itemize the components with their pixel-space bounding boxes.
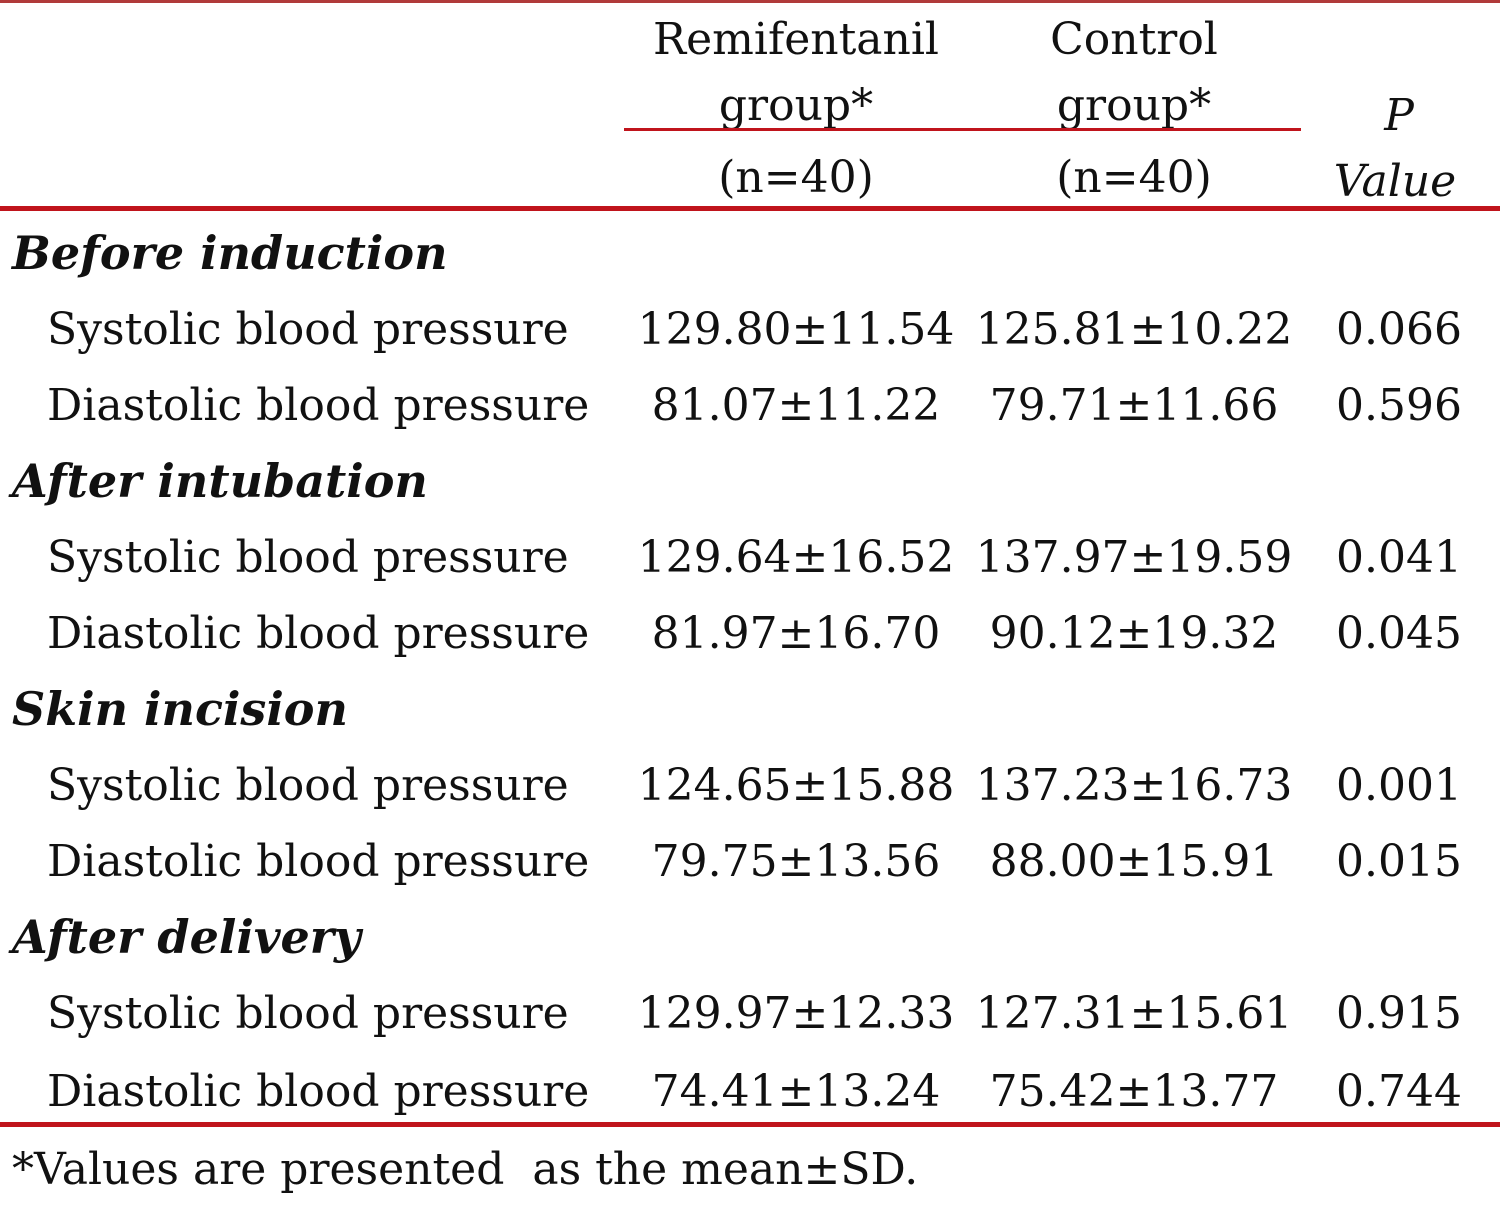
control-value: 90.12±19.32: [989, 608, 1279, 659]
remifentanil-value: 124.65±15.88: [637, 760, 955, 811]
control-value: 137.23±16.73: [975, 760, 1293, 811]
remifentanil-value: 129.97±12.33: [637, 988, 955, 1039]
table-row: Diastolic blood pressure 81.97±16.70 90.…: [0, 612, 1500, 668]
p-value: 0.015: [1336, 836, 1462, 887]
table-row: Systolic blood pressure 129.97±12.33 127…: [0, 992, 1500, 1048]
p-value: 0.744: [1336, 1066, 1462, 1117]
table-bottom-rule: [0, 1122, 1500, 1127]
remifentanil-value: 81.07±11.22: [651, 380, 941, 431]
table-row: Diastolic blood pressure 79.75±13.56 88.…: [0, 840, 1500, 896]
section-title: Skin incision: [12, 682, 348, 736]
remifentanil-value: 74.41±13.24: [651, 1066, 941, 1117]
remifentanil-header-line1: Remifentanil: [652, 14, 940, 65]
p-value: 0.001: [1336, 760, 1462, 811]
section-title: After intubation: [12, 454, 428, 508]
control-header-line2: group*: [1056, 80, 1212, 131]
p-value: 0.915: [1336, 988, 1462, 1039]
table-row: Diastolic blood pressure 81.07±11.22 79.…: [0, 384, 1500, 440]
header-rule: [0, 206, 1500, 211]
p-value: 0.066: [1336, 304, 1462, 355]
row-label: Systolic blood pressure: [47, 304, 569, 355]
group-span-rule: [624, 128, 1301, 131]
table-row: Diastolic blood pressure 74.41±13.24 75.…: [0, 1070, 1500, 1126]
row-label: Systolic blood pressure: [47, 760, 569, 811]
control-value: 125.81±10.22: [975, 304, 1293, 355]
table-row: Systolic blood pressure 129.64±16.52 137…: [0, 536, 1500, 592]
table-top-rule: [0, 0, 1500, 3]
control-header-n: (n=40): [1056, 152, 1212, 203]
row-label: Diastolic blood pressure: [47, 608, 590, 659]
row-label: Diastolic blood pressure: [47, 836, 590, 887]
row-label: Diastolic blood pressure: [47, 380, 590, 431]
remifentanil-value: 129.64±16.52: [637, 532, 955, 583]
row-label: Systolic blood pressure: [47, 988, 569, 1039]
control-value: 137.97±19.59: [975, 532, 1293, 583]
table-row: Systolic blood pressure 129.80±11.54 125…: [0, 308, 1500, 364]
control-value: 79.71±11.66: [989, 380, 1279, 431]
row-label: Systolic blood pressure: [47, 532, 569, 583]
section-title: After delivery: [12, 910, 361, 964]
table-footnote: *Values are presented as the mean±SD.: [12, 1144, 919, 1195]
row-label: Diastolic blood pressure: [47, 1066, 590, 1117]
p-value-header-line1: P: [1384, 90, 1414, 141]
control-value: 127.31±15.61: [975, 988, 1293, 1039]
p-value: 0.596: [1336, 380, 1462, 431]
remifentanil-value: 129.80±11.54: [637, 304, 955, 355]
p-value: 0.045: [1336, 608, 1462, 659]
p-value-header-line2: Value: [1333, 156, 1457, 207]
remifentanil-value: 81.97±16.70: [651, 608, 941, 659]
control-header-line1: Control: [1050, 14, 1218, 65]
remifentanil-header-n: (n=40): [718, 152, 874, 203]
remifentanil-header-line2: group*: [718, 80, 874, 131]
control-value: 75.42±13.77: [989, 1066, 1279, 1117]
p-value: 0.041: [1336, 532, 1462, 583]
control-value: 88.00±15.91: [989, 836, 1279, 887]
table-row: Systolic blood pressure 124.65±15.88 137…: [0, 764, 1500, 820]
section-title: Before induction: [12, 226, 448, 280]
remifentanil-value: 79.75±13.56: [651, 836, 941, 887]
